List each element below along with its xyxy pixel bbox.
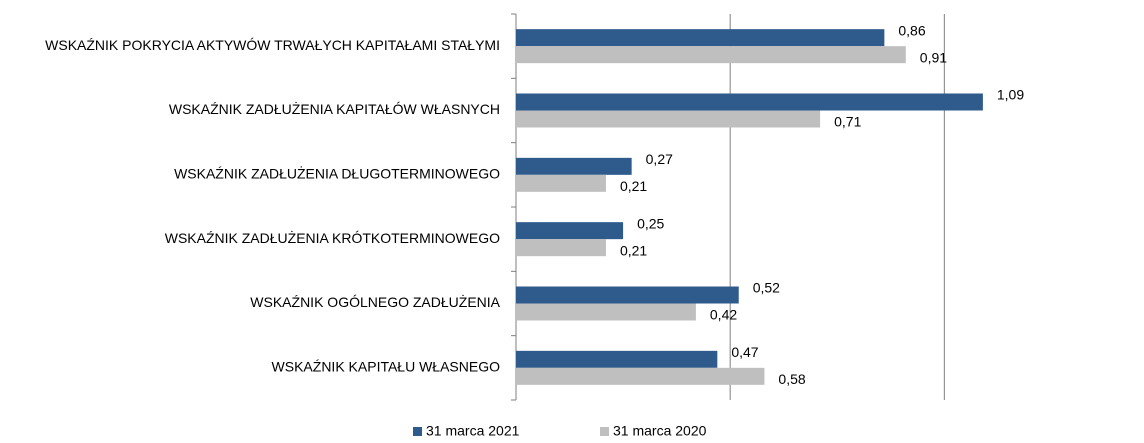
data-label: 0,58 (778, 371, 805, 387)
legend-label: 31 marca 2021 (426, 423, 520, 438)
legend-label: 31 marca 2020 (613, 423, 707, 438)
bar (516, 110, 821, 128)
data-label: 1,09 (997, 87, 1024, 103)
bar (516, 222, 624, 240)
data-label: 0,47 (731, 344, 758, 360)
data-label: 0,21 (620, 178, 647, 194)
bar (516, 286, 739, 304)
bar (516, 46, 906, 64)
data-label: 0,25 (637, 215, 664, 231)
bar (516, 367, 765, 385)
data-label: 0,71 (834, 114, 861, 130)
data-label: 0,21 (620, 242, 647, 258)
legend-swatch (600, 427, 609, 436)
bar (516, 303, 696, 321)
data-label: 0,91 (920, 49, 947, 65)
y-tick-label: WSKAŹNIK OGÓLNEGO ZADŁUŻENIA (250, 293, 500, 310)
bar (516, 93, 983, 111)
y-tick-label: WSKAŹNIK POKRYCIA AKTYWÓW TRWAŁYCH KAPIT… (45, 37, 500, 53)
legend-swatch (413, 427, 422, 436)
bar (516, 157, 632, 175)
bar (516, 350, 718, 368)
y-tick-label: WSKAŹNIK KAPITAŁU WŁASNEGO (272, 359, 501, 375)
data-label: 0,52 (753, 280, 780, 296)
bar (516, 239, 606, 257)
data-label: 0,27 (646, 151, 673, 167)
data-label: 0,42 (710, 307, 737, 323)
bar (516, 174, 606, 192)
y-tick-label: WSKAŹNIK ZADŁUŻENIA KAPITAŁÓW WŁASNYCH (169, 100, 500, 117)
y-tick-label: WSKAŹNIK ZADŁUŻENIA KRÓTKOTERMINOWEGO (165, 229, 500, 246)
y-tick-label: WSKAŹNIK ZADŁUŻENIA DŁUGOTERMINOWEGO (174, 165, 500, 182)
data-label: 0,86 (898, 22, 925, 38)
bar (516, 29, 885, 47)
